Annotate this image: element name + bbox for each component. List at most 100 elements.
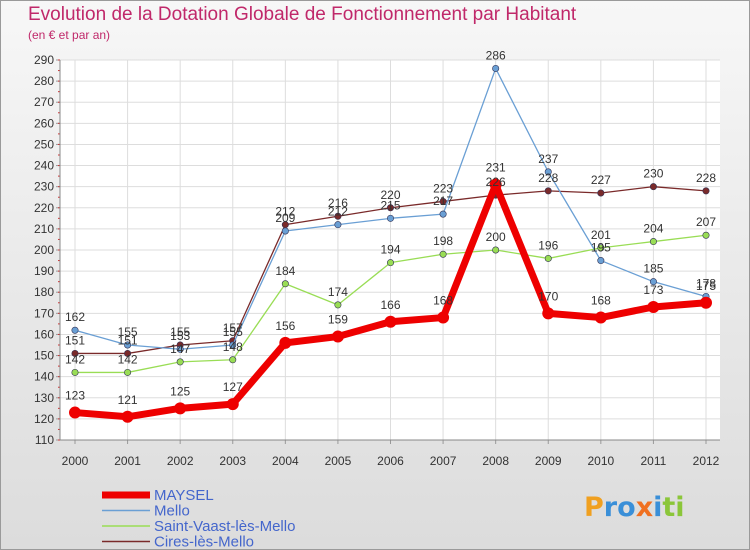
- data-label: 175: [696, 279, 716, 293]
- data-point: [439, 197, 447, 205]
- data-label: 125: [170, 384, 190, 398]
- data-point: [544, 187, 552, 195]
- data-point: [437, 311, 450, 324]
- data-label: 237: [538, 152, 558, 166]
- data-label: 155: [118, 325, 138, 339]
- data-point: [594, 311, 607, 324]
- y-tick-label: 250: [34, 137, 54, 151]
- data-label: 168: [433, 294, 453, 308]
- data-point: [649, 278, 657, 286]
- data-label: 194: [380, 243, 400, 257]
- x-tick-label: 2006: [377, 454, 404, 468]
- x-tick-label: 2011: [641, 454, 667, 468]
- data-point: [542, 307, 555, 320]
- data-point: [124, 368, 132, 376]
- data-point: [492, 246, 500, 254]
- data-point: [544, 254, 552, 262]
- data-point: [71, 368, 79, 376]
- legend-label: Cires-lès-Mello: [154, 534, 254, 550]
- data-label: 223: [433, 181, 453, 195]
- y-tick-label: 180: [34, 285, 54, 299]
- x-tick-label: 2010: [587, 454, 614, 468]
- y-tick-label: 200: [34, 243, 54, 257]
- data-point: [386, 259, 394, 267]
- data-label: 142: [65, 352, 85, 366]
- data-label: 217: [433, 194, 453, 208]
- data-point: [597, 244, 605, 252]
- data-label: 204: [643, 222, 663, 236]
- y-tick-label: 220: [34, 201, 54, 215]
- data-label: 155: [223, 325, 243, 339]
- legend-label: MAYSEL: [154, 487, 214, 504]
- data-label: 162: [65, 310, 85, 324]
- data-point: [124, 341, 132, 349]
- data-label: 201: [591, 228, 611, 242]
- data-point: [334, 221, 342, 229]
- data-label: 212: [328, 205, 348, 219]
- data-label: 212: [275, 205, 295, 219]
- data-point: [226, 398, 239, 411]
- data-point: [597, 189, 605, 197]
- data-label: 123: [65, 389, 85, 403]
- y-tick-label: 160: [34, 327, 54, 341]
- series-lines: [69, 64, 712, 423]
- data-point: [71, 326, 79, 334]
- data-point: [69, 406, 81, 419]
- data-label: 207: [696, 215, 716, 229]
- data-label: 230: [643, 167, 663, 181]
- data-point: [384, 315, 397, 328]
- data-label: 170: [538, 289, 558, 303]
- data-label: 142: [118, 352, 138, 366]
- y-tick-label: 110: [35, 433, 54, 447]
- y-tick-label: 290: [34, 53, 54, 67]
- legend-label: Saint-Vaast-lès-Mello: [154, 518, 295, 535]
- data-label: 196: [538, 238, 558, 252]
- data-label: 286: [486, 48, 506, 62]
- data-label: 159: [328, 313, 348, 327]
- data-point: [176, 358, 184, 366]
- data-point: [174, 402, 187, 415]
- x-tick-label: 2003: [219, 454, 246, 468]
- legend: MAYSELMelloSaint-Vaast-lès-MelloCires-lè…: [102, 487, 295, 550]
- chart-subtitle: (en € et par an): [28, 28, 111, 42]
- data-point: [281, 227, 289, 235]
- y-tick-label: 270: [34, 95, 54, 109]
- data-label: 226: [486, 175, 506, 189]
- legend-label: Mello: [154, 503, 190, 520]
- x-tick-label: 2001: [114, 454, 141, 468]
- data-label: 198: [433, 234, 453, 248]
- x-tick-label: 2002: [167, 454, 194, 468]
- data-point: [647, 301, 660, 313]
- data-label: 216: [328, 196, 348, 210]
- data-label: 148: [223, 340, 243, 354]
- data-point: [386, 214, 394, 222]
- data-label: 209: [275, 211, 295, 225]
- y-tick-label: 280: [34, 74, 54, 88]
- y-tick-label: 260: [34, 116, 54, 130]
- data-label: 227: [591, 173, 611, 187]
- data-point: [544, 168, 552, 176]
- y-tick-label: 170: [34, 306, 54, 320]
- x-tick-label: 2009: [535, 454, 562, 468]
- data-point: [334, 212, 342, 220]
- y-tick-label: 150: [34, 349, 54, 363]
- data-label: 127: [223, 380, 243, 394]
- proxiti-logo: Proxiti: [584, 492, 685, 523]
- data-point: [229, 341, 237, 349]
- x-tick-label: 2007: [430, 454, 457, 468]
- data-point: [281, 280, 289, 288]
- x-tick-label: 2012: [693, 454, 720, 468]
- x-tick-label: 2008: [482, 454, 509, 468]
- grid-lines: [60, 59, 720, 441]
- data-label: 151: [118, 333, 138, 347]
- y-tick-label: 130: [34, 391, 54, 405]
- data-point: [331, 330, 344, 343]
- data-point: [334, 301, 342, 309]
- data-point: [492, 64, 500, 72]
- axes: [56, 59, 720, 444]
- y-tick-label: 230: [34, 180, 54, 194]
- data-label: 147: [170, 342, 190, 356]
- data-point: [176, 345, 184, 353]
